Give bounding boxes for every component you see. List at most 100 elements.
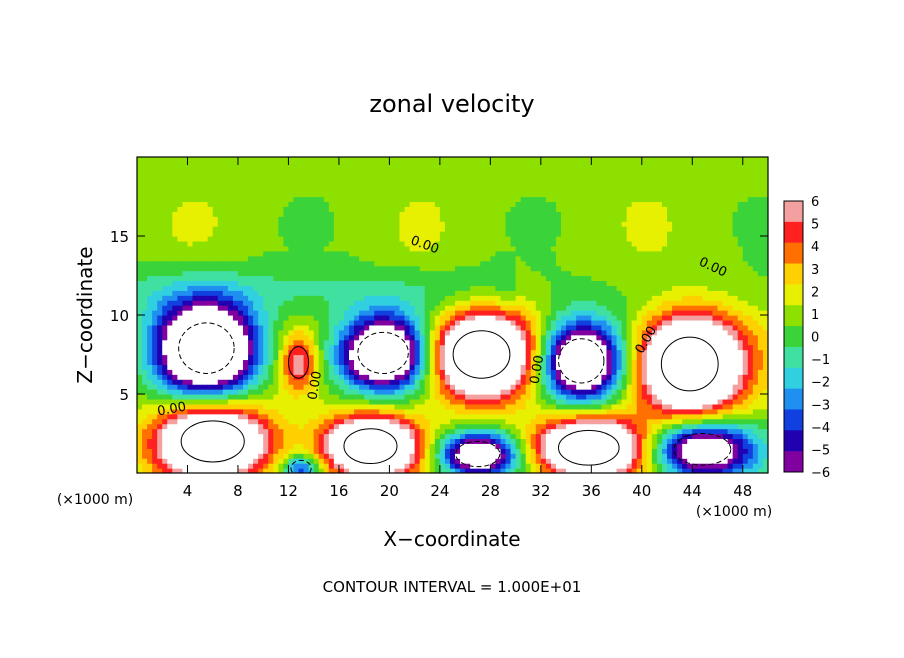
field-cell (495, 245, 502, 252)
field-cell (374, 458, 380, 464)
field-cell (475, 166, 481, 173)
field-cell (283, 275, 290, 282)
field-cell (414, 423, 421, 430)
field-cell (460, 329, 466, 336)
field-cell (455, 443, 461, 449)
field-cell (222, 349, 229, 356)
field-cell (187, 344, 194, 351)
field-cell (465, 250, 471, 257)
field-cell (475, 300, 481, 306)
field-cell (354, 300, 360, 306)
field-cell (369, 433, 375, 440)
field-cell (495, 334, 502, 341)
field-cell (404, 310, 411, 316)
field-cell (243, 315, 249, 321)
field-cell (278, 310, 284, 316)
field-cell (207, 379, 214, 385)
field-cell (409, 448, 416, 454)
field-cell (258, 408, 264, 415)
field-cell (349, 226, 355, 232)
field-cell (197, 176, 204, 183)
field-cell (157, 315, 163, 321)
field-cell (520, 423, 527, 430)
field-cell (222, 206, 229, 212)
field-cell (419, 280, 426, 286)
field-cell (505, 389, 512, 395)
field-cell (333, 443, 340, 449)
field-cell (409, 191, 416, 198)
field-cell (197, 275, 204, 282)
field-cell (142, 468, 148, 473)
field-cell (207, 438, 214, 444)
field-cell (359, 369, 365, 375)
field-cell (263, 161, 269, 168)
field-cell (318, 334, 325, 341)
field-cell (167, 245, 173, 252)
field-cell (424, 418, 431, 425)
field-cell (490, 250, 497, 257)
field-cell (460, 384, 466, 390)
field-cell (439, 166, 446, 173)
field-cell (227, 443, 234, 449)
field-cell (258, 463, 264, 469)
field-cell (510, 453, 517, 459)
field-cell (162, 211, 168, 217)
field-cell (152, 438, 158, 444)
field-cell (424, 216, 431, 222)
field-cell (152, 231, 158, 237)
field-cell (293, 216, 300, 222)
field-cell (187, 196, 194, 203)
field-cell (439, 403, 446, 410)
field-cell (323, 265, 330, 272)
field-cell (202, 329, 209, 336)
field-cell (369, 216, 375, 222)
field-cell (147, 384, 153, 390)
field-cell (253, 319, 259, 326)
field-cell (354, 295, 360, 301)
field-cell (192, 423, 199, 430)
field-cell (147, 433, 153, 440)
field-cell (263, 211, 269, 217)
field-cell (137, 191, 143, 198)
field-cell (142, 349, 148, 356)
field-cell (147, 329, 153, 336)
field-cell (187, 438, 194, 444)
field-cell (379, 166, 385, 173)
field-cell (439, 468, 446, 473)
field-cell (162, 339, 168, 346)
field-cell (369, 403, 375, 410)
field-cell (192, 398, 199, 405)
field-cell (227, 384, 234, 390)
field-cell (510, 211, 517, 217)
field-cell (217, 403, 224, 410)
field-cell (515, 260, 522, 267)
field-cell (515, 186, 522, 193)
field-cell (263, 255, 269, 262)
field-cell (202, 354, 209, 361)
field-cell (283, 290, 290, 296)
field-cell (389, 295, 396, 301)
field-cell (258, 423, 264, 430)
field-cell (510, 245, 517, 252)
field-cell (248, 305, 254, 311)
field-cell (323, 428, 330, 435)
field-cell (268, 171, 274, 178)
field-cell (323, 240, 330, 247)
field-cell (455, 231, 461, 237)
field-cell (364, 285, 370, 291)
field-cell (364, 245, 370, 252)
field-cell (237, 463, 244, 469)
field-cell (227, 438, 234, 444)
field-cell (379, 171, 385, 178)
field-cell (429, 453, 436, 459)
field-cell (525, 423, 532, 430)
field-cell (137, 166, 143, 173)
field-cell (162, 379, 168, 385)
field-cell (354, 236, 360, 242)
field-cell (293, 394, 300, 400)
field-cell (349, 463, 355, 469)
field-cell (495, 438, 502, 444)
field-cell (429, 379, 436, 385)
field-cell (480, 344, 486, 351)
field-cell (419, 423, 426, 430)
